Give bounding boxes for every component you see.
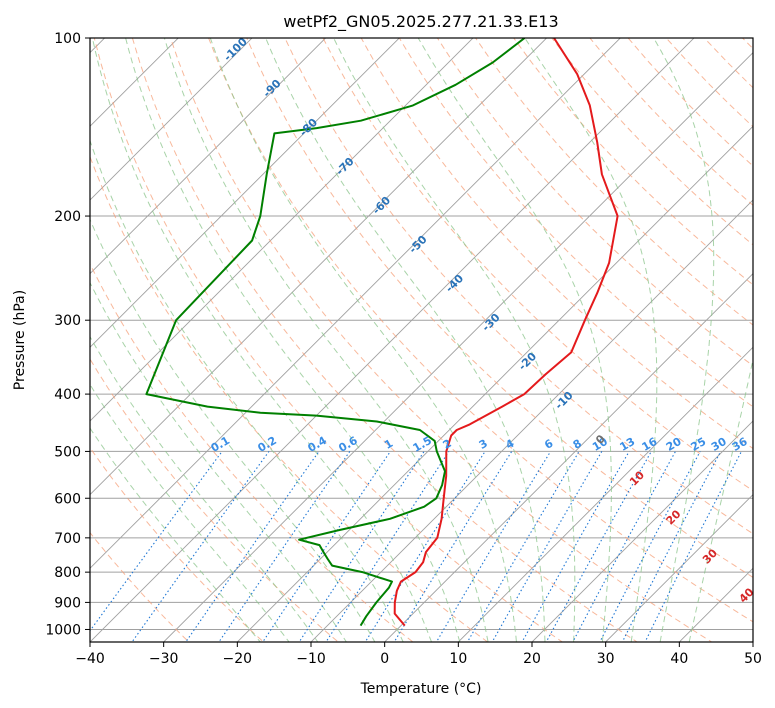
x-tick-label: −10	[296, 651, 326, 667]
moist-adiabat-line	[265, 38, 546, 642]
y-tick-label: 300	[54, 313, 81, 329]
plot-background	[90, 38, 753, 642]
isotherm-line	[531, 420, 753, 642]
y-tick-label: 800	[54, 565, 81, 581]
mixing-ratio-line	[131, 451, 270, 642]
isotherm-line	[90, 38, 179, 127]
isotherm-line	[236, 125, 753, 642]
moist-adiabat-line	[688, 356, 753, 642]
y-tick-label: 1000	[45, 622, 81, 638]
moist-adiabat-line	[417, 38, 612, 642]
x-tick-label: −20	[223, 651, 253, 667]
isotherm-line	[162, 51, 753, 642]
dry-adiabat-line	[754, 11, 775, 654]
dry-adiabat-line	[513, 38, 753, 286]
dry-adiabat-line	[90, 446, 265, 642]
mixing-ratio-line	[521, 451, 630, 642]
x-axis-title: Temperature (°C)	[360, 681, 482, 697]
y-tick-label: 700	[54, 531, 81, 547]
x-tick-label: 50	[744, 651, 762, 667]
isotherm-line	[90, 38, 621, 569]
dry-adiabat-line	[90, 262, 414, 642]
isotherm-line	[310, 199, 753, 642]
moist-adiabat-line	[125, 38, 461, 642]
mixing-ratio-line	[218, 451, 351, 642]
x-tick-label: 30	[597, 651, 615, 667]
moist-adiabat-line	[90, 139, 404, 642]
y-tick-label: 500	[54, 444, 81, 460]
isotherm-line	[90, 38, 327, 275]
y-tick-label: 900	[54, 595, 81, 611]
isotherm-line	[90, 38, 695, 642]
moist-adiabat-line	[90, 383, 290, 642]
mixing-ratio-line	[393, 451, 513, 642]
mixing-ratio-line	[466, 451, 580, 642]
dewpoint-profile-line	[145, 38, 526, 627]
y-tick-label: 200	[54, 209, 81, 225]
dry-adiabat-line	[90, 531, 190, 642]
moist-adiabat-line	[91, 38, 433, 642]
mixing-ratio-line	[364, 451, 486, 642]
isotherm-line	[90, 38, 253, 201]
moist-adiabat-line	[163, 38, 489, 642]
temperature-profile-line	[393, 38, 619, 627]
x-tick-label: 20	[523, 651, 541, 667]
x-tick-label: −30	[149, 651, 179, 667]
mixing-ratio-line	[90, 451, 223, 632]
mixing-ratio-line	[298, 451, 425, 642]
dry-adiabat-line	[169, 38, 713, 642]
y-tick-label: 100	[54, 31, 81, 47]
y-tick-label: 600	[54, 491, 81, 507]
moist-adiabat-line	[90, 427, 261, 642]
axes: −40 −30 −20 −10 0 10 20 30 40 50 100 200 300 400 500 60…	[45, 31, 762, 667]
x-tick-label: −40	[75, 651, 105, 667]
y-tick-label: 400	[54, 387, 81, 403]
isotherm-line	[90, 38, 400, 348]
isotherm-line	[604, 493, 753, 642]
dry-adiabat-line	[90, 358, 339, 642]
x-tick-label: 40	[670, 651, 688, 667]
mixing-ratio-line	[435, 451, 552, 642]
plot-frame	[89, 37, 754, 643]
mixing-ratio-line	[572, 451, 676, 642]
dry-adiabat-line	[475, 38, 753, 326]
moist-adiabat-line	[90, 281, 347, 642]
x-tick-label: 10	[449, 651, 467, 667]
x-tick-label: 0	[380, 651, 389, 667]
mixing-ratio-line	[325, 451, 450, 642]
dry-adiabat-line	[93, 38, 564, 642]
isotherm-line	[90, 38, 474, 422]
plot-area	[0, 11, 775, 654]
dry-adiabat-line	[322, 38, 753, 492]
isotherm-line	[0, 11, 58, 654]
chart-title: wetPf2_GN05.2025.277.21.33.E13	[283, 12, 558, 32]
moist-adiabat-line	[90, 335, 319, 642]
moist-adiabat-line	[90, 218, 376, 642]
dry-adiabat-line	[360, 38, 753, 450]
moist-adiabat-line	[209, 38, 518, 642]
moist-adiabat-line	[524, 38, 658, 642]
isotherm-line	[90, 38, 548, 496]
moist-adiabat-line	[333, 38, 576, 642]
isotherm-line	[383, 272, 753, 642]
isotherm-line	[457, 346, 753, 642]
moist-adiabat-line	[653, 38, 715, 642]
dry-adiabat-line	[246, 38, 753, 578]
mixing-ratio-line	[262, 451, 391, 642]
y-axis-title: Pressure (hPa)	[12, 290, 28, 390]
mixing-ratio-line	[545, 451, 652, 642]
dry-adiabat-line	[90, 155, 489, 642]
